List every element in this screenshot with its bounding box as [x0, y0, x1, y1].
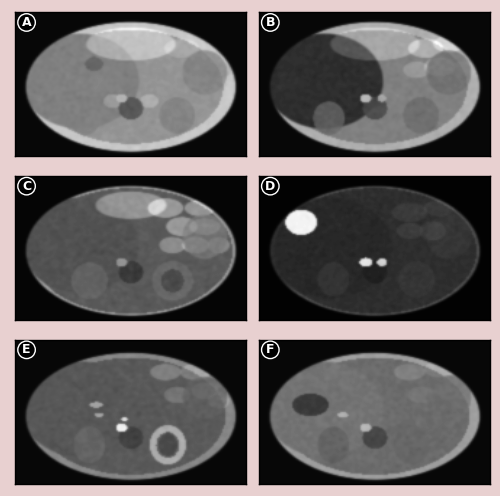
Text: F: F — [266, 343, 274, 356]
Text: B: B — [266, 16, 275, 29]
Text: E: E — [22, 343, 31, 356]
Text: A: A — [22, 16, 32, 29]
Text: D: D — [265, 180, 276, 192]
Text: C: C — [22, 180, 31, 192]
